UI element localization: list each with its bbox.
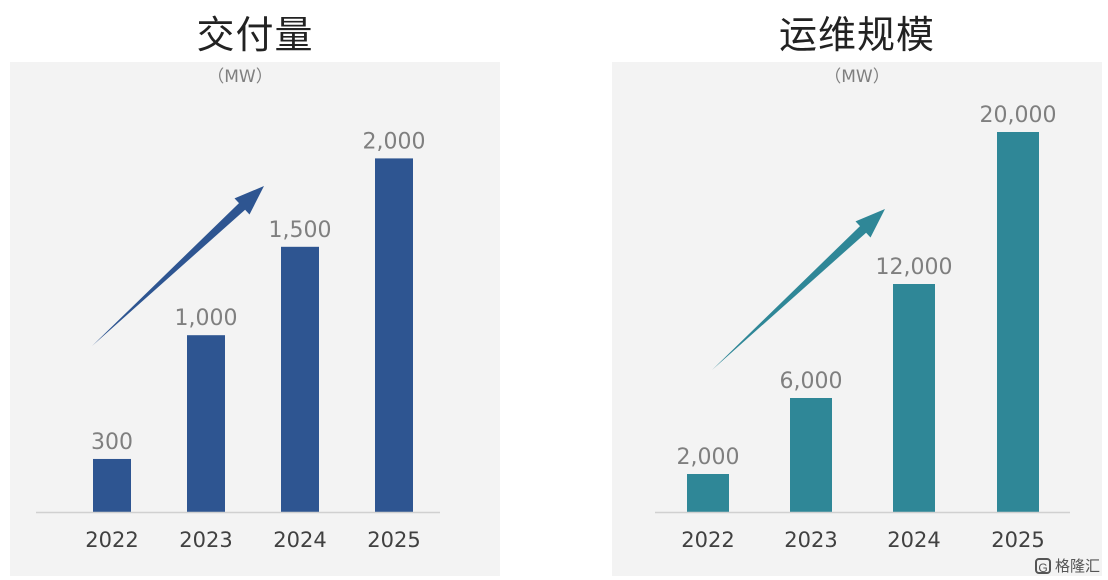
bar-2022: [93, 458, 131, 512]
unit-label: （MW）: [824, 67, 889, 87]
bar-2024: [893, 284, 935, 512]
bar-2022: [687, 474, 729, 512]
value-label: 20,000: [980, 103, 1057, 128]
chart-background-delivery: [10, 62, 500, 576]
value-label: 2,000: [363, 129, 426, 154]
category-tick-label: 2022: [85, 528, 138, 552]
bar-2024: [281, 246, 319, 513]
chart-title-delivery: 交付量: [196, 13, 314, 57]
gelonghui-logo-icon: G: [1034, 557, 1051, 575]
value-label: 6,000: [780, 369, 843, 394]
bar-2023: [790, 398, 832, 512]
unit-label: （MW）: [207, 67, 272, 87]
bar-2025: [375, 158, 413, 512]
delivery-bar-chart: （MW） 300 2022 1,000 2023 1,500 2024 2,000 2025: [36, 67, 440, 552]
chart-title-om-scale: 运维规模: [778, 13, 935, 57]
category-tick-label: 2023: [784, 528, 837, 552]
value-label: 1,500: [269, 218, 332, 243]
category-tick-label: 2024: [887, 528, 940, 552]
trend-arrow-icon: [712, 209, 885, 370]
value-label: 300: [91, 430, 133, 455]
bar-2023: [187, 335, 225, 512]
category-tick-label: 2025: [367, 528, 420, 552]
watermark: G 格隆汇: [1034, 555, 1100, 576]
value-label: 12,000: [876, 255, 953, 280]
value-label: 2,000: [677, 445, 740, 470]
bar-2025: [997, 132, 1039, 512]
category-tick-label: 2024: [273, 528, 326, 552]
category-tick-label: 2022: [681, 528, 734, 552]
category-tick-label: 2023: [179, 528, 232, 552]
trend-arrow-icon: [92, 186, 264, 346]
om-scale-bar-chart: （MW） 2,000 2022 6,000 2023 12,000 2024 20,000 20…: [655, 67, 1070, 552]
value-label: 1,000: [175, 306, 238, 331]
category-tick-label: 2025: [991, 528, 1044, 552]
watermark-text: 格隆汇: [1054, 557, 1100, 575]
